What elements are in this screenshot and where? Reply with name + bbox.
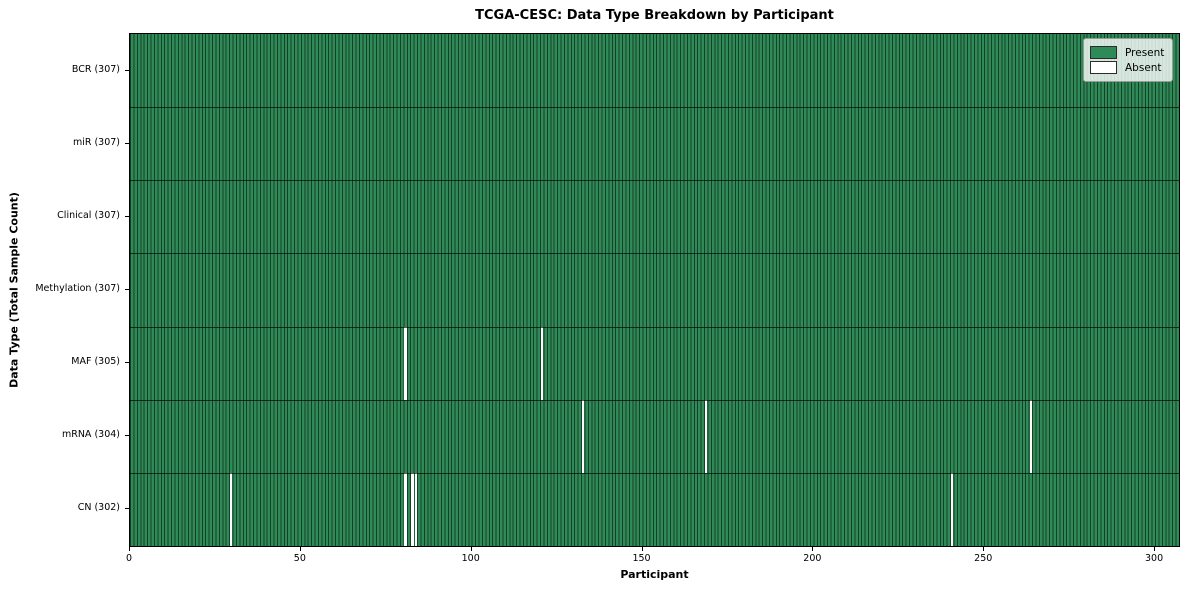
absent-cell [414,472,417,546]
x-tick-label: 50 [293,553,306,564]
absent-cell [1029,399,1033,473]
absent-cell [404,326,407,400]
x-tick-label: 100 [461,553,480,564]
y-tick-mark [125,435,129,437]
y-tick-mark [125,362,129,364]
legend-entry-present: Present [1090,46,1164,59]
absent-cell [705,399,708,473]
chart-title: TCGA-CESC: Data Type Breakdown by Partic… [475,8,834,23]
y-tick-mark [125,289,129,290]
y-tick-mark [125,508,129,510]
x-tick-label: 150 [632,553,651,564]
x-tick-label: 0 [125,553,133,564]
row-separator [130,399,1179,401]
x-tick-label: 300 [1145,553,1164,564]
y-tick-label: BCR (307) [71,63,120,75]
x-tick-mark [299,547,301,551]
y-tick-label: CN (302) [77,502,120,514]
y-tick-mark [125,215,129,217]
y-tick-mark [125,142,129,144]
absent-cell [411,472,414,546]
plot-area [129,33,1180,547]
absent-cell [582,399,585,473]
x-tick-mark [470,547,472,551]
x-tick-mark [641,547,643,551]
row-separator [130,253,1179,255]
row-separator [130,472,1179,474]
y-tick-label: Clinical (307) [57,209,120,221]
legend-entry-absent: Absent [1090,61,1164,74]
x-tick-label: 250 [974,553,993,564]
y-tick-label: MAF (305) [71,356,120,368]
x-tick-mark [1154,547,1156,551]
x-tick-mark [129,547,130,551]
absent-cell [404,472,407,546]
x-tick-label: 200 [803,553,822,564]
absent-cell [541,326,544,400]
absent-cell [951,472,954,546]
y-tick-label: Methylation (307) [35,283,120,294]
y-tick-label: mRNA (304) [61,429,120,441]
row-separator [130,326,1179,328]
legend: Present Absent [1083,38,1174,82]
x-tick-mark [983,547,985,551]
absent-swatch-icon [1090,61,1117,74]
legend-label-present: Present [1125,46,1165,59]
present-swatch-icon [1090,46,1117,59]
row-separator [130,107,1179,109]
legend-label-absent: Absent [1125,61,1162,74]
row-separator [130,180,1179,182]
x-tick-mark [812,547,814,551]
absent-cell [230,472,233,546]
y-tick-mark [125,69,129,71]
y-tick-label: miR (307) [72,136,120,148]
x-axis-label: Participant [620,568,689,581]
